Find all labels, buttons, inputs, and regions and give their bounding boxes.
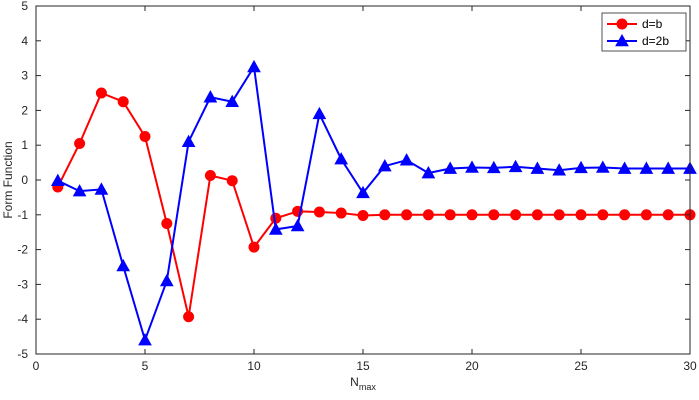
- series-d=2b: [50, 59, 697, 346]
- data-point: [159, 273, 174, 287]
- data-point: [270, 212, 282, 224]
- data-point: [117, 96, 129, 108]
- data-point: [247, 59, 261, 73]
- legend-entries: d=b d=2b: [607, 17, 669, 48]
- y-axis: -5 -4 -3 -2 -1 0 1 2 3 4 5: [17, 0, 690, 361]
- data-point: [466, 209, 478, 221]
- data-point: [312, 106, 327, 120]
- y-tick-label: 1: [21, 138, 28, 152]
- data-point: [639, 161, 654, 174]
- data-point: [661, 161, 676, 174]
- series-layer: [50, 59, 697, 346]
- data-point: [575, 209, 587, 221]
- y-tick-label: 4: [21, 34, 28, 48]
- data-point: [619, 209, 631, 221]
- legend: d=b d=2b: [601, 12, 687, 52]
- data-point: [161, 218, 173, 229]
- data-point: [116, 258, 131, 272]
- data-point: [181, 134, 196, 148]
- y-tick-label: 0: [21, 173, 28, 187]
- data-point: [183, 311, 195, 323]
- x-tick-label: 5: [142, 359, 149, 373]
- plot-background: [36, 6, 690, 354]
- legend-entry: d=b: [607, 17, 663, 31]
- x-axis-label-subscript: max: [359, 382, 377, 392]
- legend-marker: [616, 18, 628, 30]
- legend-label: d=b: [642, 17, 663, 31]
- y-tick-label: -3: [17, 277, 28, 291]
- data-point: [465, 160, 479, 173]
- data-point: [268, 222, 283, 235]
- data-point: [443, 161, 458, 174]
- y-tick-label: -5: [17, 347, 28, 361]
- data-point: [313, 206, 325, 218]
- x-tick-label: 15: [356, 359, 370, 373]
- data-point: [444, 209, 456, 221]
- data-point: [335, 207, 347, 219]
- data-point: [290, 218, 305, 232]
- data-point: [530, 161, 545, 174]
- data-point: [334, 152, 349, 165]
- y-tick-label: 5: [21, 0, 28, 13]
- legend-marker: [615, 33, 629, 47]
- data-point: [552, 163, 567, 176]
- data-point: [95, 87, 107, 99]
- data-point: [399, 153, 414, 166]
- data-point: [204, 169, 216, 181]
- y-tick-label: -4: [17, 312, 28, 326]
- data-point: [138, 333, 152, 346]
- data-point: [72, 184, 87, 197]
- data-point: [486, 160, 501, 174]
- y-tick-label: -1: [17, 208, 28, 222]
- x-tick-label: 0: [33, 359, 40, 373]
- x-axis: 0 5 10 15 20 25 30: [33, 6, 697, 373]
- legend-entry: d=2b: [607, 33, 669, 48]
- x-tick-label: 10: [247, 359, 261, 373]
- legend-label: d=2b: [642, 34, 669, 48]
- data-point: [226, 175, 238, 187]
- data-point: [50, 173, 65, 186]
- data-point: [377, 159, 392, 172]
- data-point: [574, 160, 588, 174]
- data-point: [617, 161, 632, 174]
- y-axis-label: Form Function: [1, 141, 15, 218]
- data-point: [662, 209, 674, 221]
- data-point: [488, 209, 500, 221]
- data-point: [203, 90, 218, 103]
- x-axis-label-main: N: [350, 375, 359, 389]
- data-point: [357, 209, 369, 221]
- x-tick-label: 30: [683, 359, 697, 373]
- x-tick-label: 20: [465, 359, 479, 373]
- x-tick-label: 25: [574, 359, 588, 373]
- data-point: [139, 131, 151, 142]
- data-point: [248, 241, 260, 253]
- y-tick-label: 2: [21, 103, 28, 117]
- data-point: [94, 182, 109, 195]
- data-point: [595, 160, 610, 173]
- data-point: [510, 209, 522, 221]
- data-point: [640, 209, 652, 221]
- data-point: [356, 185, 370, 199]
- data-point: [531, 209, 543, 221]
- data-point: [508, 159, 523, 173]
- data-point: [401, 209, 413, 221]
- data-point: [421, 166, 436, 179]
- data-point: [597, 209, 609, 221]
- y-tick-label: -2: [17, 243, 28, 257]
- data-point: [74, 137, 86, 149]
- data-point: [379, 209, 391, 221]
- y-tick-label: 3: [21, 69, 28, 83]
- x-axis-label: Nmax: [350, 375, 376, 392]
- plot-area: [35, 5, 697, 355]
- data-point: [225, 94, 240, 107]
- data-point: [422, 209, 434, 221]
- legend-box: [601, 12, 687, 52]
- data-point: [553, 209, 565, 221]
